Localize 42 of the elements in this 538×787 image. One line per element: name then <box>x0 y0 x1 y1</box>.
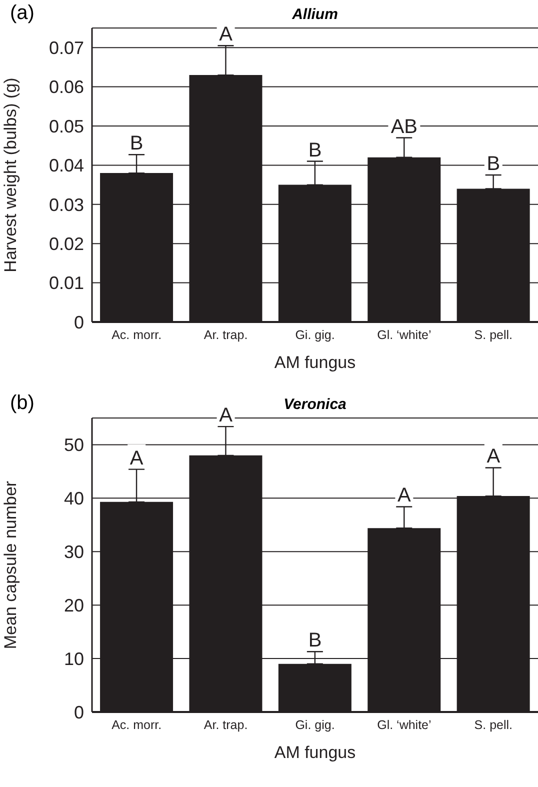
annotation: A <box>219 24 234 46</box>
annotation: A <box>130 447 144 470</box>
chart-title: Veronica <box>284 396 346 413</box>
y-tick-label: 0.03 <box>48 194 84 215</box>
x-axis-title: AM fungus <box>274 743 356 762</box>
y-tick-label: 0 <box>74 312 84 332</box>
x-tick-label: Ar. trap. <box>204 328 248 342</box>
annotation: B <box>308 139 322 162</box>
y-tick-label: 40 <box>64 488 84 509</box>
chart-title: Allium <box>291 6 339 23</box>
x-axis-title: AM fungus <box>274 353 356 372</box>
y-tick-label: 30 <box>64 542 84 562</box>
annotation: B <box>130 132 144 155</box>
x-tick-label: Gi. gig. <box>295 718 335 732</box>
x-tick-label: Ac. morr. <box>112 328 162 342</box>
y-tick-label: 0.05 <box>48 116 84 136</box>
x-tick-label: Gl. ‘white’ <box>377 328 432 342</box>
y-tick-label: 0.07 <box>48 38 84 58</box>
text: (a) <box>10 2 34 25</box>
text: (b) <box>10 392 34 415</box>
y-tick-label: 0 <box>74 702 84 722</box>
y-tick-label: 0.01 <box>48 273 84 294</box>
x-tick-label: Ar. trap. <box>204 718 248 732</box>
y-axis-title: Mean capsule number <box>1 480 20 650</box>
annotation: A <box>219 404 234 427</box>
x-tick-label: Gl. ‘white’ <box>377 718 432 732</box>
x-tick-label: Gi. gig. <box>295 328 335 342</box>
annotation: AB <box>390 116 418 138</box>
annotation: B <box>308 630 322 652</box>
y-tick-label: 0.02 <box>48 234 84 254</box>
y-tick-label: 20 <box>64 595 84 616</box>
x-tick-label: S. pell. <box>474 328 513 342</box>
annotation: B <box>486 153 500 175</box>
y-tick-label: 10 <box>64 648 84 669</box>
y-axis-title: Harvest weight (bulbs) (g) <box>1 78 20 272</box>
y-tick-label: 50 <box>64 435 84 456</box>
y-tick-label: 0.06 <box>48 77 84 98</box>
annotation: A <box>398 484 412 507</box>
x-tick-label: Ac. morr. <box>112 718 162 732</box>
x-tick-label: S. pell. <box>474 718 513 732</box>
annotation: A <box>486 446 501 468</box>
y-tick-label: 0.04 <box>48 156 84 176</box>
